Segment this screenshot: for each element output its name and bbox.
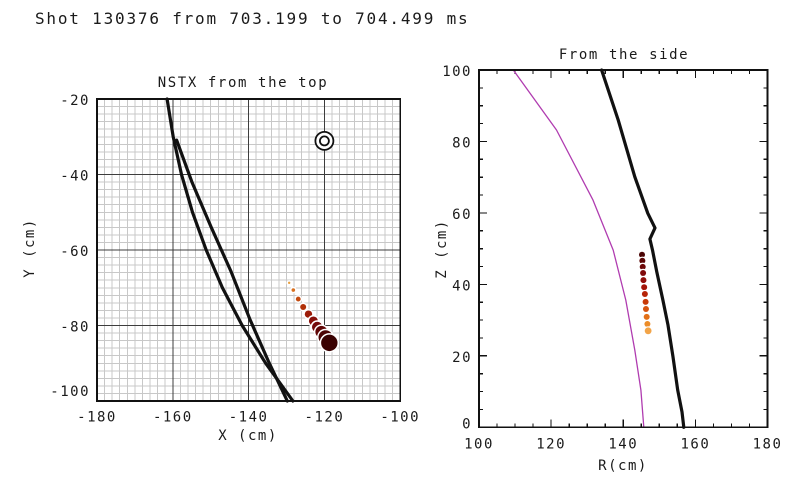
x-tick-label: -140	[229, 410, 269, 426]
outer-wall-profile	[599, 68, 686, 429]
side-view-plot: 0 20 40 60 80 100 100 120 140 160 180	[442, 64, 783, 453]
target-marker-inner-circle	[318, 135, 330, 147]
trail-dot	[644, 327, 652, 335]
x-tick-label: -180	[77, 410, 117, 426]
trail-dot	[644, 321, 651, 328]
trail-dot	[300, 304, 307, 311]
trail-dot	[639, 257, 646, 264]
trail-dot	[295, 296, 301, 302]
trail-dot	[640, 277, 647, 284]
x-tick-label: 140	[608, 437, 638, 453]
flux-surface	[512, 69, 645, 428]
y-tick-label: 80	[452, 135, 472, 151]
x-tick-label: 160	[680, 437, 710, 453]
top-view-xlabel: X (cm)	[218, 428, 278, 444]
x-tick-label: -160	[153, 410, 193, 426]
particle-trail	[637, 250, 653, 336]
top-view-ylabel: Y (cm)	[22, 218, 38, 278]
side-view-title: From the side	[559, 47, 689, 63]
x-tick-label: 100	[464, 437, 494, 453]
x-tick-label: 120	[536, 437, 566, 453]
top-view-plot: -20 -40 -60 -80 -100 -180 -160 -140 -120 -100	[50, 93, 420, 426]
y-tick-label: -80	[60, 320, 90, 336]
x-tick-label: 180	[753, 437, 783, 453]
y-tick-label: 100	[442, 64, 472, 80]
top-view-title: NSTX from the top	[158, 75, 329, 91]
trail-dot	[641, 284, 648, 291]
trail-dot	[287, 281, 291, 285]
trail-dot	[291, 288, 296, 292]
plot-border	[478, 69, 769, 429]
trail-dot	[640, 269, 647, 276]
trail-dot	[639, 251, 646, 258]
trail-dot	[639, 263, 646, 270]
trail-dot	[643, 313, 650, 320]
side-view-xlabel: R(cm)	[598, 458, 648, 474]
trail-dot	[642, 298, 649, 305]
y-tick-label: 0	[462, 416, 472, 432]
x-tick-label: -120	[305, 410, 345, 426]
y-tick-label: 40	[452, 278, 472, 294]
trail-dot	[641, 291, 648, 298]
y-tick-label: -20	[60, 93, 90, 109]
y-tick-label: 20	[452, 350, 472, 366]
particle-trail	[286, 280, 340, 353]
inner-structure-chord	[175, 138, 289, 403]
y-tick-label: -100	[50, 384, 90, 400]
tick-marks	[478, 69, 769, 428]
x-tick-label: -100	[380, 410, 420, 426]
trail-dot	[642, 306, 649, 313]
outer-wall-arc	[165, 97, 295, 403]
plot-border	[96, 98, 402, 402]
page-title: Shot 130376 from 703.199 to 704.499 ms	[35, 9, 469, 28]
y-tick-label: 60	[452, 207, 472, 223]
y-tick-label: -60	[60, 244, 90, 260]
side-view-ylabel: Z (cm)	[434, 219, 450, 279]
trail-dot	[321, 334, 338, 352]
y-tick-label: -40	[60, 169, 90, 185]
